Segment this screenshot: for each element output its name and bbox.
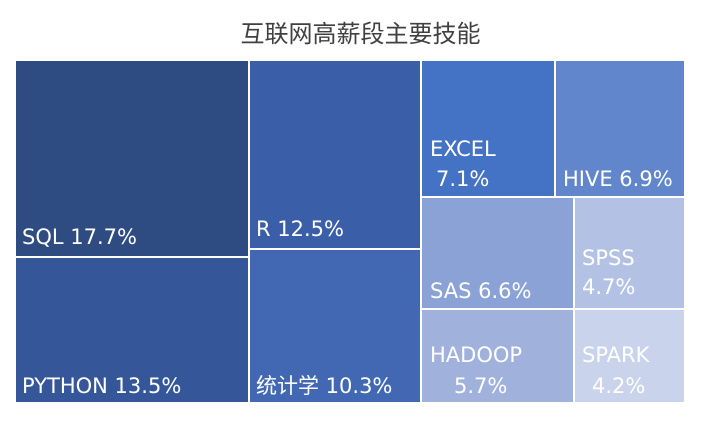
treemap-label-excel-line1: EXCEL — [430, 137, 496, 161]
treemap-rect-- — [250, 250, 420, 402]
treemap-cell-spark: SPARK 4.2% — [575, 310, 684, 402]
treemap-label-spss-line2: 4.7% — [582, 275, 635, 299]
treemap-rect-spark — [575, 310, 684, 402]
treemap-cell-sql: SQL 17.7% — [16, 61, 248, 256]
treemap-label-spss-line1: SPSS — [582, 246, 635, 270]
treemap-label-excel-line2: 7.1% — [436, 167, 489, 191]
treemap-label-spark-line1: SPARK — [582, 343, 651, 367]
treemap-cell-excel: EXCEL 7.1% — [422, 61, 554, 196]
treemap-label-python: PYTHON 13.5% — [22, 374, 181, 398]
treemap-cell--: 统计学 10.3% — [250, 250, 420, 402]
treemap-rect-python — [16, 258, 248, 402]
treemap-label-hadoop-line1: HADOOP — [430, 343, 522, 367]
treemap-label-sas: SAS 6.6% — [430, 279, 531, 303]
treemap-rect-spss — [575, 198, 684, 308]
treemap-cell-spss: SPSS 4.7% — [575, 198, 684, 308]
treemap-cell-sas: SAS 6.6% — [422, 198, 573, 308]
treemap-label-hadoop-line2: 5.7% — [454, 374, 507, 398]
treemap-cell-python: PYTHON 13.5% — [16, 258, 248, 402]
treemap-label-r: R 12.5% — [256, 217, 344, 241]
chart-title: 互联网高薪段主要技能 — [240, 20, 481, 48]
treemap-rect-excel — [422, 61, 554, 196]
treemap-cell-hadoop: HADOOP 5.7% — [422, 310, 573, 402]
treemap-rect-sas — [422, 198, 573, 308]
treemap-label-spark-line2: 4.2% — [592, 374, 645, 398]
treemap-cell-hive: HIVE 6.9% — [556, 61, 684, 196]
treemap-rect-r — [250, 61, 420, 248]
treemap-label-sql: SQL 17.7% — [22, 225, 137, 249]
treemap-cell-r: R 12.5% — [250, 61, 420, 248]
treemap-rect-hadoop — [422, 310, 573, 402]
treemap-label-hive: HIVE 6.9% — [563, 167, 673, 191]
treemap-rect-sql — [16, 61, 248, 256]
treemap-label--: 统计学 10.3% — [256, 374, 392, 398]
treemap-rect-hive — [556, 61, 684, 196]
